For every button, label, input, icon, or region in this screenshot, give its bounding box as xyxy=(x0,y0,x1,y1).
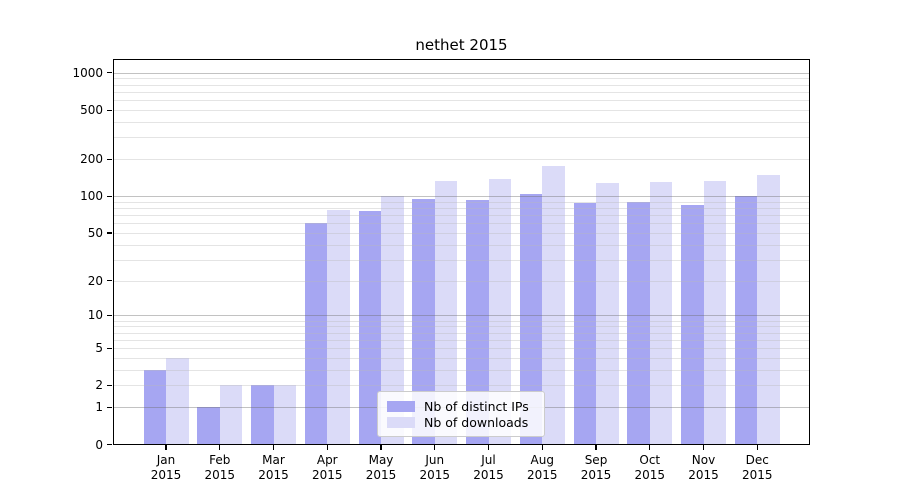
bar-downloads-feb xyxy=(219,385,243,445)
y-tick-mark xyxy=(107,158,112,160)
plot-area: Nb of distinct IPs Nb of downloads xyxy=(113,59,810,445)
bar-downloads-oct xyxy=(649,182,673,445)
x-tick-label: Dec 2015 xyxy=(741,453,773,482)
x-tick-label: Jan 2015 xyxy=(150,453,182,482)
x-tick-mark xyxy=(165,445,167,450)
x-tick-label: Apr 2015 xyxy=(311,453,343,482)
x-tick-label: May 2015 xyxy=(365,453,397,482)
bar-downloads-jul xyxy=(488,179,511,445)
y-tick-mark xyxy=(107,406,112,408)
bar-ips-mar xyxy=(251,385,274,445)
x-tick-mark xyxy=(380,445,382,450)
bar-ips-feb xyxy=(197,407,220,445)
y-tick-mark xyxy=(107,195,112,197)
y-tick-label: 1 xyxy=(95,400,103,415)
y-tick-label: 5 xyxy=(95,341,103,356)
bar-downloads-aug xyxy=(542,165,565,445)
y-tick-label: 0 xyxy=(95,437,103,452)
bar-ips-sep xyxy=(573,203,596,445)
x-tick-label: Jun 2015 xyxy=(419,453,451,482)
y-tick-mark xyxy=(107,72,112,74)
legend-label: Nb of distinct IPs xyxy=(424,398,529,414)
bar-ips-aug xyxy=(519,193,543,445)
x-tick-mark xyxy=(434,445,436,450)
bar-downloads-mar xyxy=(273,385,296,445)
bar-ips-may xyxy=(358,210,381,445)
legend-entry: Nb of downloads xyxy=(387,414,535,430)
x-tick-mark xyxy=(487,445,490,450)
x-tick-label: Aug 2015 xyxy=(526,453,558,482)
bar-ips-jun xyxy=(412,198,435,445)
bar-downloads-nov xyxy=(703,181,726,445)
y-tick-mark xyxy=(107,280,112,282)
y-tick-label: 2 xyxy=(95,378,103,393)
y-tick-mark xyxy=(107,232,112,234)
x-tick-label: Sep 2015 xyxy=(580,453,612,482)
x-tick-mark xyxy=(326,445,328,450)
x-tick-mark xyxy=(756,445,758,450)
bar-ips-jan xyxy=(143,369,166,445)
bar-downloads-jan xyxy=(166,357,189,445)
x-tick-mark xyxy=(702,445,705,450)
x-tick-label: Nov 2015 xyxy=(688,453,719,482)
y-tick-label: 50 xyxy=(87,225,103,240)
y-tick-label: 100 xyxy=(80,189,103,204)
bar-ips-dec xyxy=(734,196,758,445)
x-tick-mark xyxy=(649,445,651,450)
bar-downloads-apr xyxy=(327,210,350,445)
x-tick-mark xyxy=(272,445,275,450)
x-tick-mark xyxy=(541,445,543,450)
bars-layer xyxy=(113,59,810,445)
x-tick-label: Oct 2015 xyxy=(634,453,666,482)
y-tick-mark xyxy=(107,347,112,349)
y-tick-mark xyxy=(107,314,112,317)
bar-ips-apr xyxy=(304,223,328,445)
bar-downloads-jun xyxy=(434,180,458,445)
legend-label: Nb of downloads xyxy=(424,414,529,430)
legend: Nb of distinct IPs Nb of downloads xyxy=(377,391,545,437)
bar-downloads-may xyxy=(381,196,404,445)
x-tick-label: Mar 2015 xyxy=(258,453,289,482)
legend-swatch-downloads xyxy=(387,416,415,428)
x-tick-mark xyxy=(595,445,597,450)
legend-entry: Nb of distinct IPs xyxy=(387,398,535,414)
bar-ips-nov xyxy=(681,204,704,445)
bar-downloads-sep xyxy=(596,183,619,445)
x-tick-label: Feb 2015 xyxy=(204,453,236,482)
x-tick-mark xyxy=(219,445,221,450)
y-tick-label: 200 xyxy=(80,152,103,167)
y-tick-label: 20 xyxy=(87,273,103,288)
y-tick-mark xyxy=(107,384,112,387)
chart-title: nethet 2015 xyxy=(415,36,508,54)
y-tick-label: 10 xyxy=(87,308,103,323)
bar-ips-jul xyxy=(466,199,489,445)
y-tick-mark xyxy=(107,109,112,111)
y-tick-label: 1000 xyxy=(72,65,103,80)
legend-swatch-distinct-ips xyxy=(387,400,415,412)
bar-ips-oct xyxy=(627,201,650,445)
y-tick-label: 500 xyxy=(80,103,103,118)
bar-downloads-dec xyxy=(757,174,780,445)
y-tick-mark xyxy=(107,444,112,446)
x-tick-label: Jul 2015 xyxy=(473,453,504,482)
